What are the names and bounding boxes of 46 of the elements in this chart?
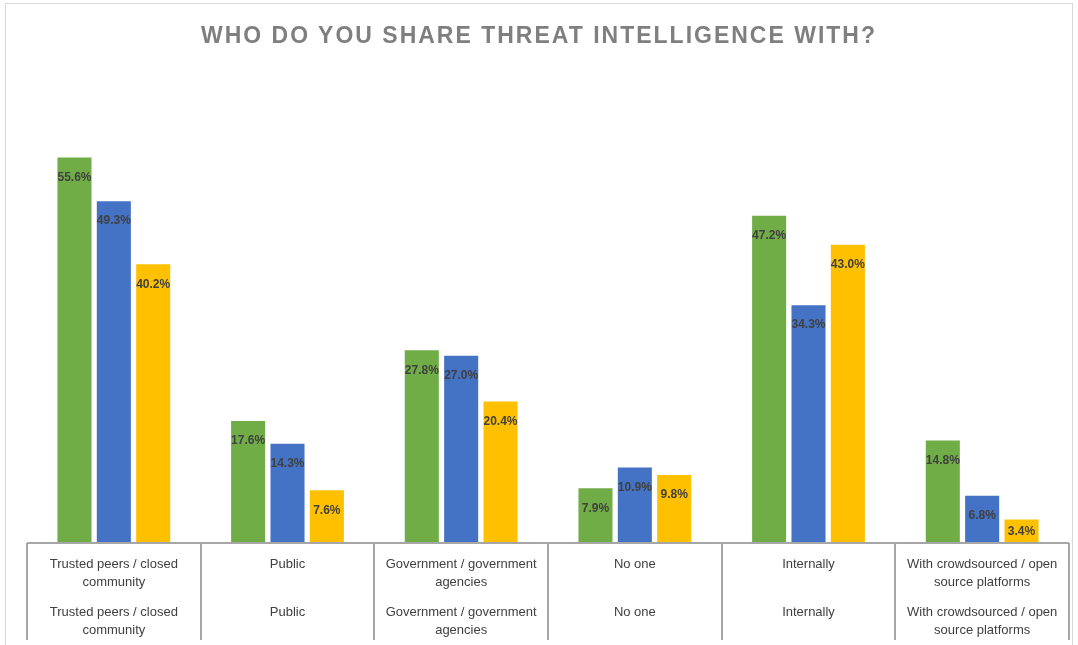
data-label: 7.6% — [313, 502, 341, 517]
data-label: 10.9% — [617, 479, 653, 494]
bar — [925, 440, 960, 543]
bar — [270, 443, 305, 543]
bar — [96, 201, 131, 543]
bar — [657, 475, 692, 543]
category-label: No one — [613, 603, 656, 619]
data-label: 55.6% — [57, 169, 92, 184]
bar — [578, 488, 613, 543]
bar — [444, 355, 479, 543]
data-label: 17.6% — [231, 433, 266, 448]
bar — [830, 244, 865, 543]
x-tick-label: With crowdsourced / open source platforms — [907, 555, 1058, 589]
bar — [483, 401, 518, 543]
data-label: 6.8% — [968, 508, 997, 523]
chart-title: WHO DO YOU SHARE THREAT INTELLIGENCE WITH? — [200, 22, 878, 49]
data-label: 20.4% — [483, 413, 518, 428]
category-label: Internally — [782, 603, 835, 619]
data-label: 40.2% — [136, 276, 171, 291]
bar — [752, 215, 787, 543]
data-label: 49.3% — [96, 213, 132, 228]
data-label: 7.9% — [581, 500, 610, 515]
x-tick-label: Government / government agencies — [385, 555, 538, 589]
bar — [136, 264, 171, 543]
category-label: With crowdsourced / open source platforms — [907, 603, 1058, 637]
x-tick-label: Internally — [782, 555, 836, 571]
data-label: 14.3% — [270, 456, 305, 471]
bar — [404, 350, 439, 543]
data-label: 27.0% — [444, 368, 479, 383]
bar — [791, 305, 826, 543]
category-label: Trusted peers / closed community — [49, 603, 178, 637]
data-label: 27.8% — [404, 362, 440, 377]
x-tick-label: Public — [269, 555, 306, 571]
data-label: 14.8% — [925, 452, 961, 467]
data-label: 34.3% — [791, 317, 826, 332]
data-label: 47.2% — [752, 228, 787, 243]
data-label: 3.4% — [1007, 523, 1036, 538]
data-label: 43.0% — [830, 257, 866, 272]
category-label: Government / government agencies — [385, 603, 537, 637]
category-label: Public — [269, 603, 306, 619]
x-tick-label: Trusted peers / closed community — [49, 555, 178, 589]
x-tick-label: No one — [613, 555, 656, 571]
bar — [57, 157, 92, 543]
data-label: 9.8% — [660, 487, 689, 502]
bar — [617, 467, 652, 543]
bar — [231, 420, 266, 543]
